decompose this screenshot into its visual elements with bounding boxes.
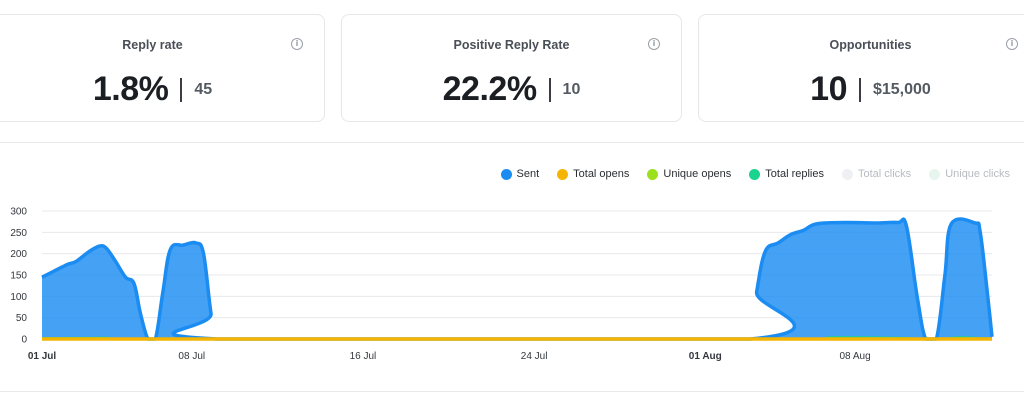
legend-item-unique-clicks[interactable]: Unique clicks <box>929 168 1010 180</box>
y-tick-label: 100 <box>10 292 27 303</box>
stat-card-opportunities: Opportunities i 10 $15,000 <box>698 14 1024 122</box>
legend-label: Unique opens <box>663 168 732 180</box>
legend-dot <box>557 168 569 180</box>
legend-label: Total clicks <box>858 168 912 180</box>
x-tick-label: 01 Aug <box>689 351 722 362</box>
sent-activity-chart: 0 50 100 150 200 250 300 01 Jul 08 Jul 16 Jul 24 J… <box>10 207 994 362</box>
metric-secondary: $15,000 <box>872 80 931 98</box>
legend-item-sent[interactable]: Sent <box>500 168 540 180</box>
info-icon[interactable]: i <box>291 38 303 50</box>
section-divider <box>0 142 1024 143</box>
card-title: Opportunities <box>829 38 912 52</box>
legend-item-total-opens[interactable]: Total opens <box>557 168 629 180</box>
stat-card-positive-reply-rate: Positive Reply Rate i 22.2% 10 <box>341 14 682 122</box>
legend-dot <box>842 168 853 180</box>
x-tick-label: 16 Jul <box>350 351 377 362</box>
metric-value: 22.2% <box>442 70 537 108</box>
bottom-divider <box>0 391 1024 392</box>
info-icon[interactable]: i <box>1006 38 1018 50</box>
metric-secondary: 10 <box>562 80 581 98</box>
legend-dot <box>647 168 659 180</box>
metric-secondary: 45 <box>194 80 213 98</box>
y-tick-label: 0 <box>21 335 27 346</box>
y-tick-label: 50 <box>16 313 28 324</box>
legend-item-total-clicks[interactable]: Total clicks <box>842 168 911 180</box>
metric-row: 10 $15,000 <box>699 70 1024 109</box>
chart-legend: Sent Total opens Unique opens Total repl… <box>500 168 1010 180</box>
legend-label: Total opens <box>573 168 630 180</box>
area-sent <box>42 219 992 339</box>
metric-separator <box>180 77 183 102</box>
legend-label: Sent <box>516 168 540 180</box>
legend-label: Unique clicks <box>945 168 1010 180</box>
legend-item-total-replies[interactable]: Total replies <box>749 168 824 180</box>
y-tick-label: 150 <box>10 271 27 282</box>
metric-value: 10 <box>810 70 847 108</box>
metric-separator <box>548 77 551 102</box>
legend-dot <box>500 168 512 180</box>
legend-label: Total replies <box>765 168 824 180</box>
x-tick-label: 24 Jul <box>521 351 548 362</box>
legend-dot <box>929 168 941 180</box>
x-tick-label: 08 Jul <box>178 351 205 362</box>
metric-row: 1.8% 45 <box>0 70 324 109</box>
x-tick-label: 01 Jul <box>28 351 57 362</box>
card-title: Reply rate <box>122 38 183 52</box>
metric-row: 22.2% 10 <box>342 70 681 109</box>
card-title: Positive Reply Rate <box>453 38 570 52</box>
metric-value: 1.8% <box>92 70 169 108</box>
metric-separator <box>858 77 861 102</box>
y-tick-label: 250 <box>10 228 27 239</box>
x-tick-label: 08 Aug <box>839 351 870 362</box>
y-tick-label: 300 <box>10 207 27 218</box>
legend-dot <box>749 168 761 180</box>
stat-card-reply-rate: Reply rate i 1.8% 45 <box>0 14 325 122</box>
info-icon[interactable]: i <box>648 38 660 50</box>
y-tick-label: 200 <box>10 249 27 260</box>
legend-item-unique-opens[interactable]: Unique opens <box>647 168 731 180</box>
